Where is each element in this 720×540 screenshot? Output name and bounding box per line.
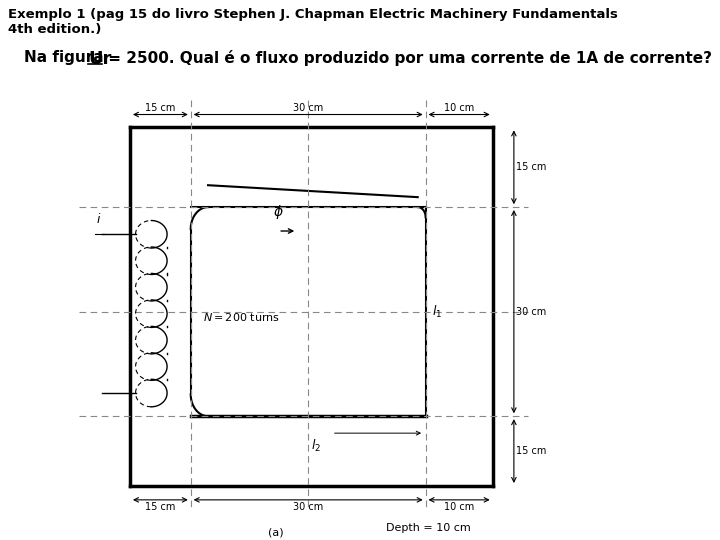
Text: 15 cm: 15 cm: [145, 103, 176, 112]
Text: Na figura: Na figura: [24, 50, 109, 65]
Text: $l_2$: $l_2$: [311, 438, 321, 454]
Text: 15 cm: 15 cm: [516, 446, 546, 456]
Text: (a): (a): [268, 528, 284, 538]
Text: 30 cm: 30 cm: [516, 307, 546, 316]
Text: Ur: Ur: [89, 50, 112, 68]
Text: Depth = 10 cm: Depth = 10 cm: [386, 523, 471, 533]
Text: $\phi$: $\phi$: [273, 203, 284, 221]
Text: $i$: $i$: [96, 212, 102, 226]
Text: $N = 200$ turns: $N = 200$ turns: [202, 310, 279, 322]
Text: Exemplo 1 (pag 15 do livro Stephen J. Chapman Electric Machinery Fundamentals: Exemplo 1 (pag 15 do livro Stephen J. Ch…: [8, 8, 618, 21]
Text: = 2500. Qual é o fluxo produzido por uma corrente de 1A de corrente?: = 2500. Qual é o fluxo produzido por uma…: [103, 50, 712, 66]
Text: 15 cm: 15 cm: [516, 163, 546, 172]
Text: 30 cm: 30 cm: [293, 103, 323, 112]
Text: $l_1$: $l_1$: [432, 303, 442, 320]
Text: 10 cm: 10 cm: [444, 103, 474, 112]
Text: 10 cm: 10 cm: [444, 502, 474, 512]
Text: 15 cm: 15 cm: [145, 502, 176, 512]
Text: 4th edition.): 4th edition.): [8, 23, 102, 36]
Text: 30 cm: 30 cm: [293, 502, 323, 512]
